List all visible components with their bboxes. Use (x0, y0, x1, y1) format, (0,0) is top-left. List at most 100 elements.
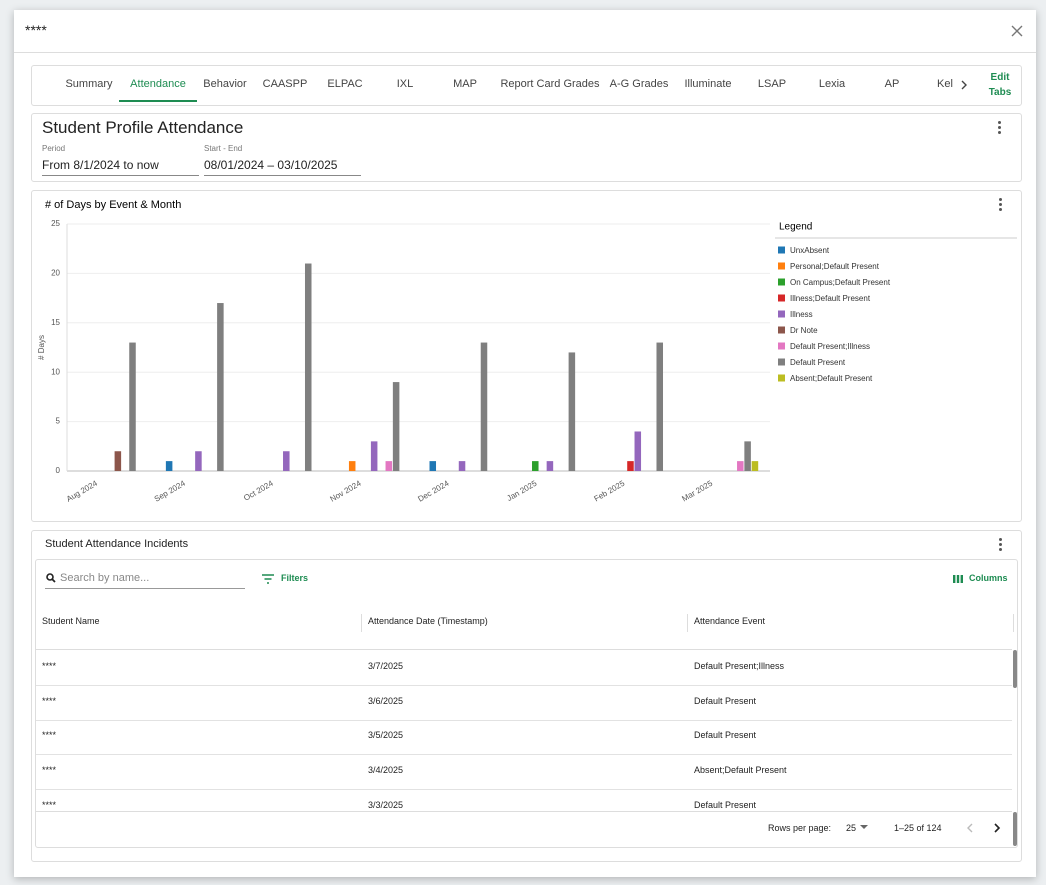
column-separator (687, 614, 688, 632)
chart-title: # of Days by Event & Month (45, 199, 181, 211)
rows-dropdown-caret[interactable] (860, 825, 868, 831)
legend-label: Default Present (790, 358, 846, 367)
legend-swatch (778, 295, 785, 302)
x-tick-label: Sep 2024 (153, 478, 188, 503)
tab[interactable]: CAASPP (263, 78, 308, 90)
bar (305, 264, 312, 471)
rows-per-page-label: Rows per page: (768, 823, 831, 833)
legend-label: Illness;Default Present (790, 294, 871, 303)
table-cell: 3/7/2025 (368, 661, 403, 671)
column-header[interactable]: Attendance Date (Timestamp) (368, 616, 488, 626)
more-menu[interactable] (998, 121, 1002, 136)
bar (371, 441, 378, 471)
bar (737, 461, 744, 471)
period-label: Period (42, 144, 65, 153)
header-divider (36, 649, 1012, 650)
bar (635, 431, 642, 471)
rows-per-page-select[interactable]: 25 (846, 823, 856, 833)
x-tick-label: Mar 2025 (680, 478, 714, 503)
tab[interactable]: Lexia (819, 78, 845, 90)
tab[interactable]: IXL (397, 78, 414, 90)
period-underline (42, 175, 199, 176)
tab[interactable]: ELPAC (327, 78, 362, 90)
column-header[interactable]: Student Name (42, 616, 100, 626)
tab[interactable]: Attendance (130, 78, 186, 90)
prev-page[interactable] (966, 822, 974, 834)
table-cell: **** (42, 730, 56, 740)
tab[interactable]: A-G Grades (610, 78, 669, 90)
range-label: Start - End (204, 144, 242, 153)
column-separator (1013, 614, 1014, 632)
legend-swatch (778, 279, 785, 286)
modal-title: **** (25, 22, 47, 38)
x-tick-label: Nov 2024 (328, 478, 363, 503)
bar (166, 461, 173, 471)
table-cell: **** (42, 696, 56, 706)
legend-label: Absent;Default Present (790, 374, 873, 383)
x-tick-label: Oct 2024 (242, 478, 275, 502)
y-axis-label: # Days (37, 335, 46, 360)
search-input[interactable]: Search by name... (60, 572, 149, 584)
table-body: ****3/7/2025Default Present;Illness****3… (36, 650, 1012, 811)
bar (129, 343, 136, 471)
row-divider (36, 720, 1012, 721)
x-tick-label: Feb 2025 (592, 478, 626, 503)
chart: # of Days by Event & Month0510152025# Da… (31, 190, 1022, 522)
bar (532, 461, 539, 471)
scrollbar-thumb-horizontal (1013, 812, 1017, 846)
bar (283, 451, 290, 471)
next-page[interactable] (993, 822, 1001, 834)
table-cell: Default Present (694, 730, 756, 740)
table-cell: Default Present (694, 696, 756, 706)
bar (569, 352, 576, 471)
legend-label: Illness (790, 310, 813, 319)
tab[interactable]: Report Card Grades (500, 78, 599, 90)
row-divider (36, 685, 1012, 686)
tab-active-underline (119, 100, 197, 102)
tab[interactable]: Behavior (203, 78, 246, 90)
x-tick-label: Dec 2024 (416, 478, 451, 503)
tab[interactable]: Illuminate (684, 78, 731, 90)
tab[interactable]: Kel (937, 78, 953, 90)
tabs-scroll-right[interactable] (960, 79, 968, 91)
table-cell: 3/6/2025 (368, 696, 403, 706)
column-header[interactable]: Attendance Event (694, 616, 765, 626)
columns-button[interactable]: Columns (969, 573, 1008, 583)
tabs-strip: Summary Attendance Behavior CAASPP ELPAC IXL M… (40, 65, 955, 106)
y-tick-label: 20 (51, 269, 60, 278)
period-value: From 8/1/2024 to now (42, 158, 159, 172)
table-cell: **** (42, 661, 56, 671)
filters-button[interactable]: Filters (281, 573, 308, 583)
more-menu[interactable] (999, 538, 1003, 553)
bar (430, 461, 437, 471)
x-tick-label: Aug 2024 (65, 478, 100, 503)
bar (217, 303, 224, 471)
bar (547, 461, 554, 471)
edit-tabs-button[interactable]: Edit Tabs (985, 70, 1015, 100)
tab[interactable]: AP (885, 78, 900, 90)
y-tick-label: 25 (51, 219, 60, 228)
incidents-title: Student Attendance Incidents (45, 538, 188, 550)
x-tick-label: Jan 2025 (505, 478, 538, 503)
table-cell: Default Present (694, 800, 756, 810)
legend-label: Dr Note (790, 326, 818, 335)
legend-swatch (778, 375, 785, 382)
bar (656, 343, 663, 471)
legend-title: Legend (779, 222, 812, 233)
bar (195, 451, 202, 471)
table-cell: 3/3/2025 (368, 800, 403, 810)
bar (627, 461, 634, 471)
pagination-range: 1–25 of 124 (894, 823, 942, 833)
row-divider (36, 754, 1012, 755)
bar (744, 441, 751, 471)
tab[interactable]: LSAP (758, 78, 786, 90)
close-button[interactable] (1011, 25, 1023, 37)
table-cell: **** (42, 765, 56, 775)
more-menu[interactable] (999, 198, 1003, 213)
legend-swatch (778, 343, 785, 350)
y-tick-label: 10 (51, 367, 60, 376)
tab[interactable]: MAP (453, 78, 477, 90)
bar (349, 461, 356, 471)
tab[interactable]: Summary (65, 78, 112, 90)
